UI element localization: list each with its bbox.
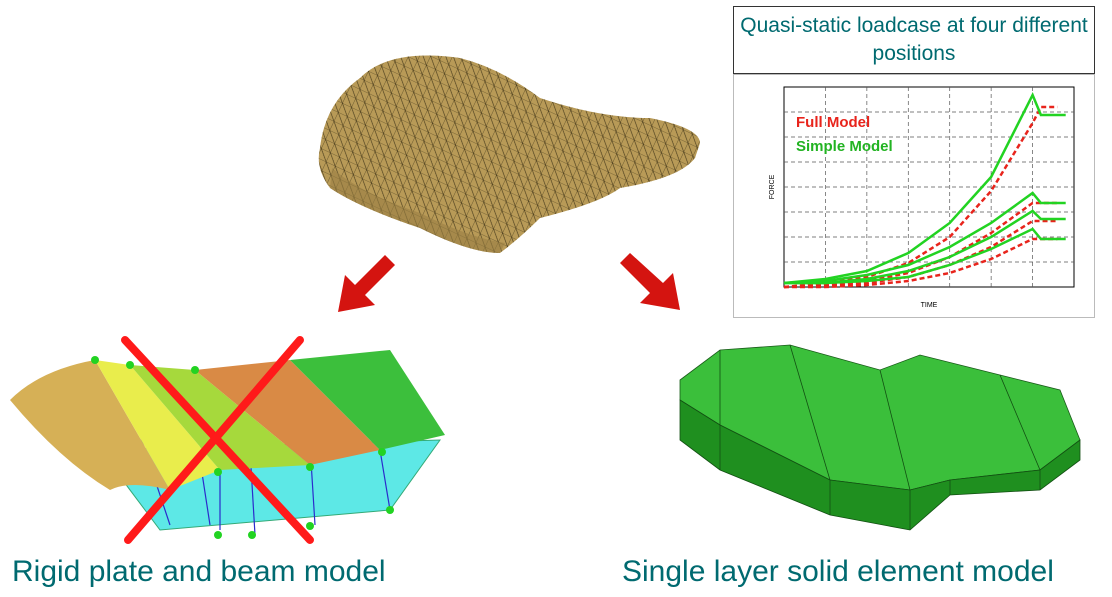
chart-plot-area: Full Model Simple Model TIME FORCE [769, 86, 1075, 309]
simple-model-curve-2 [783, 191, 1066, 285]
chart-title: Quasi-static loadcase at four different … [740, 14, 1088, 65]
simple-model-curve-1 [783, 92, 1066, 285]
legend-simple-model: Simple Model [796, 138, 893, 155]
caption-right: Single layer solid element model [622, 555, 1054, 588]
solid-element-model [679, 344, 1081, 531]
rigid-plate-beam-model [10, 336, 445, 544]
full-model-curve-3 [783, 219, 1058, 289]
force-time-chart: Full Model Simple Model TIME FORCE [733, 74, 1095, 318]
seat-mesh-model [318, 55, 700, 253]
chart-title-box: Quasi-static loadcase at four different … [733, 6, 1095, 74]
chart-series-lines [783, 92, 1066, 289]
y-axis-label: FORCE [769, 174, 776, 199]
arrow-left-icon [338, 255, 395, 312]
simple-model-curve-4 [784, 227, 1066, 285]
x-axis-label: TIME [921, 302, 938, 309]
arrow-right-icon [620, 253, 680, 310]
legend-full-model: Full Model [796, 114, 870, 131]
full-model-curve-4 [784, 237, 1058, 289]
caption-left: Rigid plate and beam model [12, 555, 386, 588]
full-model-curve-1 [783, 105, 1058, 289]
chart-grid [784, 87, 1074, 287]
